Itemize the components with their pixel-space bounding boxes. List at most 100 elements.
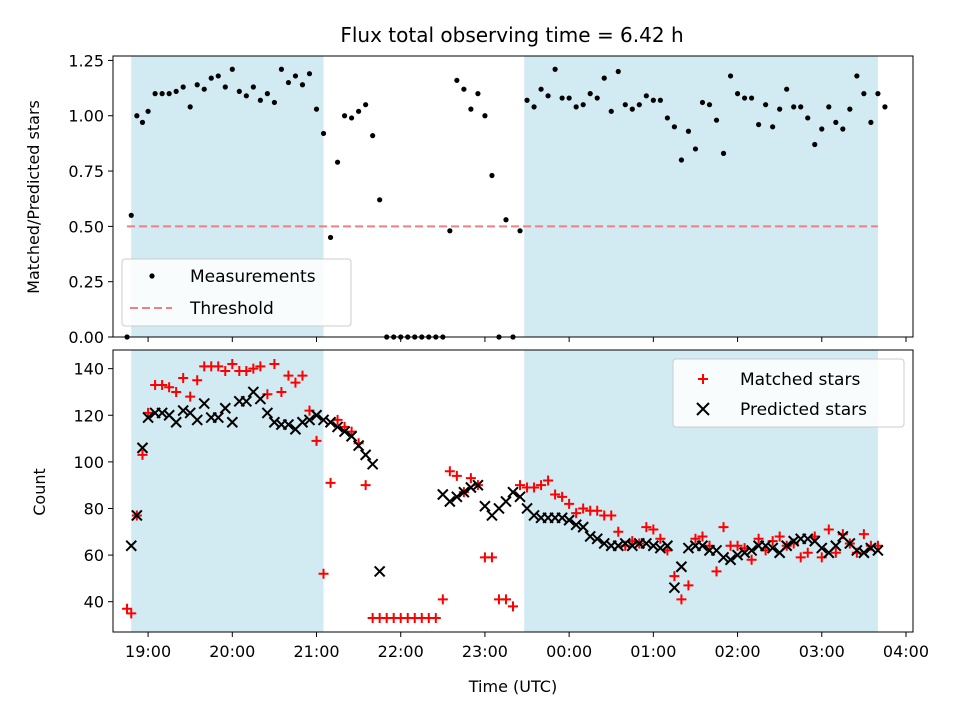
data-point [774, 531, 785, 542]
data-point [156, 407, 168, 419]
data-point [180, 84, 186, 90]
data-point [185, 391, 196, 402]
data-point [192, 375, 203, 386]
data-point [528, 509, 540, 522]
data-point [833, 119, 839, 125]
data-point [208, 75, 214, 81]
data-point [529, 482, 540, 493]
data-point [664, 115, 670, 121]
data-point [524, 97, 530, 103]
data-point [157, 379, 168, 390]
data-point [613, 526, 624, 537]
data-point [227, 358, 238, 369]
data-point [373, 565, 386, 578]
observing-window-2 [524, 56, 878, 337]
ratio-x-ticks [147, 337, 907, 342]
chart-title: Flux total observing time = 6.42 h [340, 23, 683, 47]
data-point [657, 97, 663, 103]
data-point [290, 377, 301, 388]
data-point [366, 458, 379, 470]
data-point [591, 533, 603, 545]
data-point [592, 505, 603, 516]
data-point [777, 106, 783, 112]
data-point [324, 416, 337, 428]
count-panel: 40 60 80 100 120 140 19:00 20:00 21:00 22:00 23:0… [30, 349, 929, 696]
data-point [615, 68, 621, 75]
data-point [142, 411, 154, 424]
data-point [444, 495, 456, 508]
ratio-legend: Measurements Threshold [121, 258, 352, 327]
data-point [348, 115, 355, 121]
data-point [311, 435, 322, 446]
x-tick-label: 03:00 [799, 642, 845, 661]
data-point [538, 86, 544, 92]
ratio-y-axis-label: Matched/Predicted stars [24, 100, 43, 294]
data-point [271, 99, 278, 106]
legend-label-matched: Matched stars [740, 370, 860, 390]
data-point [451, 470, 462, 481]
data-point [840, 126, 846, 132]
data-point [753, 533, 764, 544]
data-point [566, 95, 572, 101]
series-predicted-stars [125, 386, 884, 594]
data-point [126, 608, 137, 619]
legend-box [121, 258, 352, 327]
data-point [580, 102, 586, 108]
data-point [690, 533, 701, 544]
data-point [578, 503, 589, 514]
observing-window-1 [131, 350, 324, 632]
data-point [699, 99, 706, 106]
data-point [648, 524, 659, 535]
data-point [858, 529, 869, 540]
data-point [352, 439, 365, 452]
data-point [669, 571, 680, 582]
data-point [454, 77, 460, 83]
data-point [577, 521, 589, 533]
y-tick-label: 60 [84, 546, 104, 565]
data-point [531, 104, 537, 110]
y-tick-label: 1.00 [68, 107, 104, 126]
y-tick-label: 120 [73, 406, 104, 425]
data-point [254, 393, 267, 405]
data-point [858, 547, 870, 559]
data-point [552, 66, 558, 72]
data-point [173, 88, 179, 95]
data-point [868, 119, 874, 125]
count-legend: Matched stars Predicted stars [672, 358, 905, 428]
count-y-axis-label: Count [30, 468, 49, 516]
data-point [564, 498, 575, 509]
data-point [136, 442, 149, 454]
data-point [164, 382, 175, 393]
data-point [854, 73, 860, 79]
data-point [872, 544, 884, 557]
data-point [556, 512, 568, 524]
data-point [795, 552, 806, 563]
count-points [122, 358, 884, 624]
y-tick-label: 0.50 [68, 217, 104, 236]
data-point [882, 104, 888, 110]
data-point [458, 486, 470, 498]
data-point [608, 108, 614, 114]
data-point [318, 568, 329, 579]
data-point [812, 141, 818, 148]
data-point [741, 95, 748, 101]
data-point [331, 421, 344, 433]
data-point [500, 495, 512, 508]
data-point [682, 542, 695, 554]
data-point [612, 540, 624, 552]
data-point [676, 594, 687, 605]
data-point [437, 594, 448, 605]
data-point [508, 601, 518, 612]
data-point [187, 104, 193, 110]
data-point [472, 479, 484, 491]
x-tick-label: 04:00 [883, 642, 929, 661]
data-point [430, 613, 441, 624]
data-point [303, 414, 316, 426]
data-point [711, 566, 722, 577]
data-point [748, 95, 755, 101]
data-point [297, 370, 308, 381]
data-point [486, 552, 497, 563]
data-point [159, 91, 165, 97]
data-point [545, 93, 551, 99]
data-point [317, 414, 330, 426]
